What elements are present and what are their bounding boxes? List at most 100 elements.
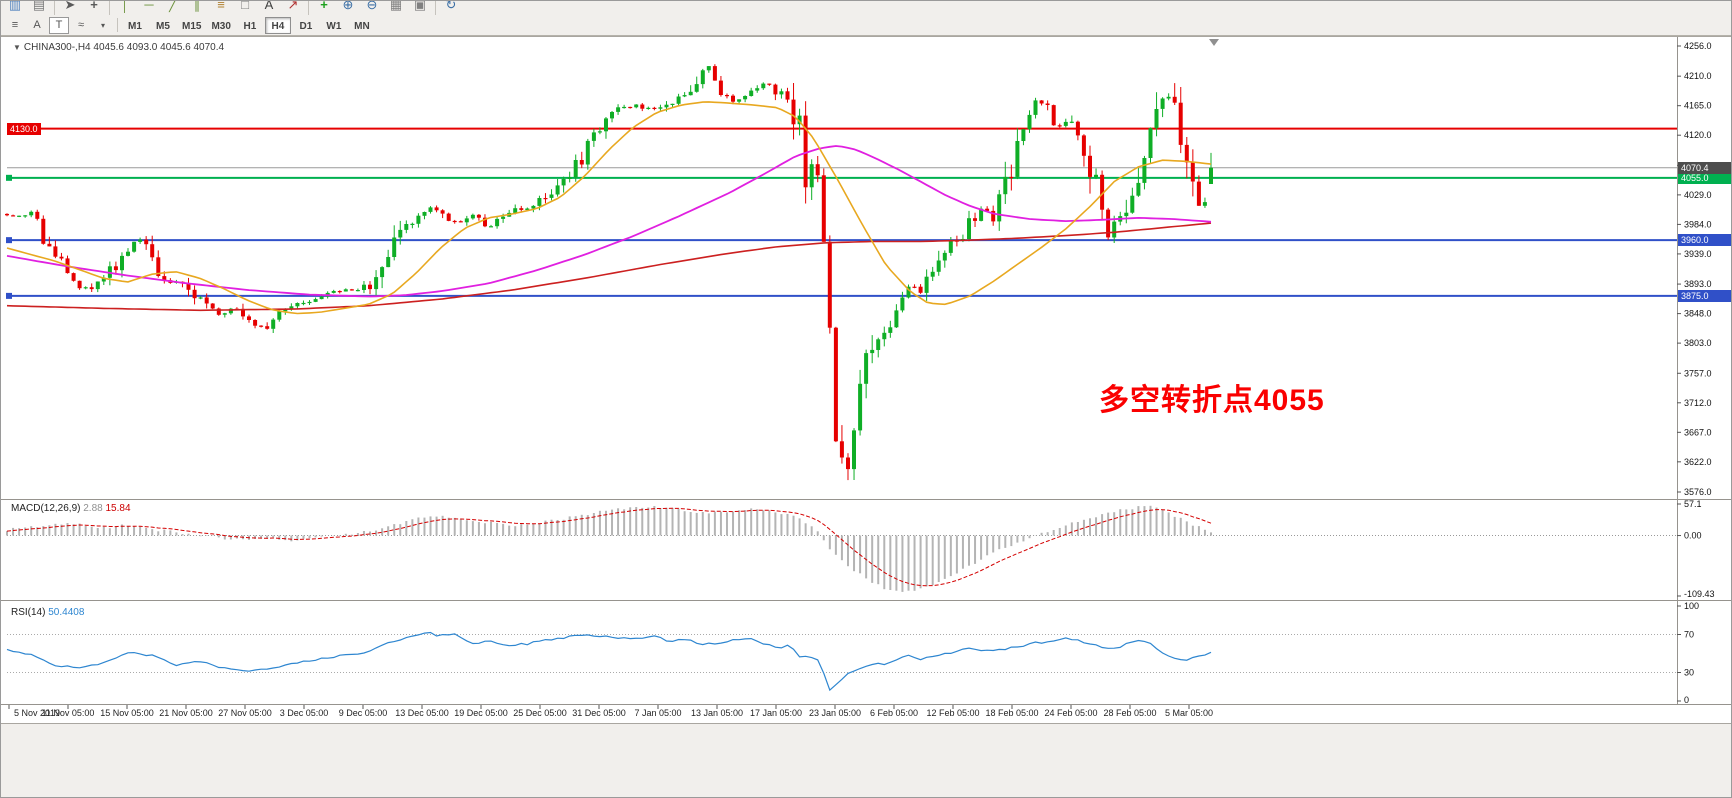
tile-windows-icon[interactable]: ▦ [389,1,403,12]
arrow-objects-icon[interactable]: ↗ [287,1,299,12]
macd-indicator-label: MACD(12,26,9) 2.88 15.84 [11,503,131,514]
price-tick-label: 4120.0 [1684,130,1712,140]
macd-main-value: 2.88 [83,503,103,514]
support-line-3875-handle[interactable] [6,292,12,299]
time-axis-label: 18 Feb 05:00 [985,708,1039,718]
chart-canvas[interactable]: 4256.04210.04165.04120.04074.04029.03984… [1,37,1732,724]
ma-fast-orange [6,101,1212,315]
timeframe-m15-button[interactable]: M15 [182,20,202,32]
arrow-tool-icon[interactable]: A [33,18,41,31]
trendline-icon[interactable]: ╱ [169,1,177,12]
window-bottom-area [1,723,1731,797]
macd-name: MACD(12,26,9) [11,503,81,514]
zoom-in-icon[interactable]: ⊕ [342,1,354,12]
chart-annotation-text[interactable]: 多空转折点4055 [1099,384,1325,417]
price-tick-label: 3939.0 [1684,249,1712,259]
chart-symbol-period: CHINA300-,H4 [23,42,91,53]
time-axis-label: 17 Jan 05:00 [749,708,803,718]
price-tick-label: 3984.0 [1684,219,1712,229]
time-axis-label: 25 Dec 05:00 [513,708,567,718]
price-badge-4055.0: 4055.0 [1678,172,1731,184]
timeframe-m30-button[interactable]: M30 [211,20,231,32]
time-axis-label: 23 Jan 05:00 [808,708,862,718]
toolbar-standard: ▥ ▤ ➤ + │ ─ ╱ ∥ ≡ □ A ↗ + ⊕ ⊖ ▦ ▣ ↻ [1,1,1731,15]
time-axis-label: 11 Nov 05:00 [41,708,95,718]
pivot-line-4055-handle[interactable] [6,174,12,181]
timeframe-m5-button[interactable]: M5 [156,20,170,32]
toolbar-separator [54,1,55,15]
zoom-out-icon[interactable]: ⊖ [366,1,378,12]
time-axis-label: 9 Dec 05:00 [338,708,388,718]
macd-tick-label: 57.1 [1684,499,1702,509]
price-tick-label: 3667.0 [1684,427,1712,437]
macd-signal-line [6,507,1212,587]
price-tick-label: 4256.0 [1684,41,1712,51]
timeframe-h1-button[interactable]: H1 [243,20,257,32]
macd-histogram [6,505,1212,592]
price-tick-label: 3622.0 [1684,457,1712,467]
time-axis-label: 13 Jan 05:00 [690,708,744,718]
time-axis-label: 31 Dec 05:00 [572,708,626,718]
rsi-tick-label: 100 [1684,601,1699,611]
price-axis[interactable] [1678,37,1731,705]
refresh-icon[interactable]: ↻ [445,1,457,12]
time-axis-label: 3 Dec 05:00 [279,708,329,718]
macd-tick-label: -109.43 [1684,589,1715,599]
vertical-line-icon[interactable]: │ [120,1,130,12]
time-axis[interactable]: 5 Nov 2019 11 Nov 05:00 15 Nov 05:00 21 Nov… [1,705,1677,724]
price-tick-label: 3893.0 [1684,279,1712,289]
chart-ohlc-values: 4045.6 4093.0 4045.6 4070.4 [93,42,225,53]
toolbar-separator [308,1,309,15]
text-tool-icon[interactable]: T [49,16,69,34]
time-axis-label: 7 Jan 05:00 [634,708,682,718]
timeframe-w1-button[interactable]: W1 [326,20,342,32]
candles-layer [5,64,1213,481]
dropdown-arrow-icon[interactable]: ▾ [100,20,105,30]
print-preview-icon[interactable]: ▣ [413,1,427,12]
collapse-triangle-icon[interactable]: ▼ [13,43,21,52]
ma-mid-magenta [6,145,1212,298]
rsi-name: RSI(14) [11,607,46,618]
price-badge-4070.4: 4070.4 [1678,162,1731,174]
time-axis-label: 12 Feb 05:00 [926,708,980,718]
chart-list-icon[interactable]: ≡ [11,18,19,31]
timeframe-h4-button[interactable]: H4 [264,16,291,34]
fibonacci-icon[interactable]: ≡ [217,1,225,12]
chart-shift-marker-icon [1209,39,1219,46]
text-label-tool-icon[interactable]: A [264,1,274,12]
crosshair-icon[interactable]: + [90,1,98,12]
new-chart-icon[interactable]: ▥ [8,1,22,12]
price-tick-label: 4210.0 [1684,71,1712,81]
rsi-tick-label: 30 [1684,668,1694,678]
horizontal-lines-layer [6,127,1677,299]
rsi-value: 50.4408 [48,607,85,618]
chart-window[interactable]: 4256.04210.04165.04120.04074.04029.03984… [1,36,1732,724]
time-axis-label: 21 Nov 05:00 [159,708,213,718]
polyline-tool-icon[interactable]: ≈ [77,18,85,31]
shapes-icon[interactable]: □ [241,1,249,12]
time-axis-label: 24 Feb 05:00 [1044,708,1098,718]
chart-profiles-icon[interactable]: ▤ [32,1,46,12]
timeframe-d1-button[interactable]: D1 [299,20,313,32]
timeframe-mn-button[interactable]: MN [354,20,370,32]
timeframe-m1-button[interactable]: M1 [128,20,142,32]
time-axis-label: 28 Feb 05:00 [1103,708,1157,718]
price-axis-ticks: 4256.04210.04165.04120.04074.04029.03984… [1677,41,1712,497]
rsi-tick-label: 70 [1684,630,1694,640]
support-line-3960-handle[interactable] [6,237,12,244]
toolbar-timeframes: ≡ A T ≈ ▾ M1 M5 M15 M30 H1 H4 D1 W1 MN [1,15,1731,36]
price-tick-label: 3803.0 [1684,338,1712,348]
macd-signal-value: 15.84 [105,503,131,514]
time-axis-label: 5 Nov 2019 [13,708,61,718]
horizontal-line-icon[interactable]: ─ [144,1,154,12]
rsi-line [6,631,1212,692]
indicators-add-icon[interactable]: + [320,1,328,12]
ma-slow-red [6,222,1212,312]
time-axis-label: 13 Dec 05:00 [395,708,449,718]
macd-tick-label: 0.00 [1684,531,1702,541]
channel-icon[interactable]: ∥ [193,1,201,12]
cursor-icon[interactable]: ➤ [64,1,76,12]
time-axis-label: 15 Nov 05:00 [100,708,154,718]
chart-header: ▼ CHINA300-,H4 4045.6 4093.0 4045.6 4070.… [13,42,224,53]
